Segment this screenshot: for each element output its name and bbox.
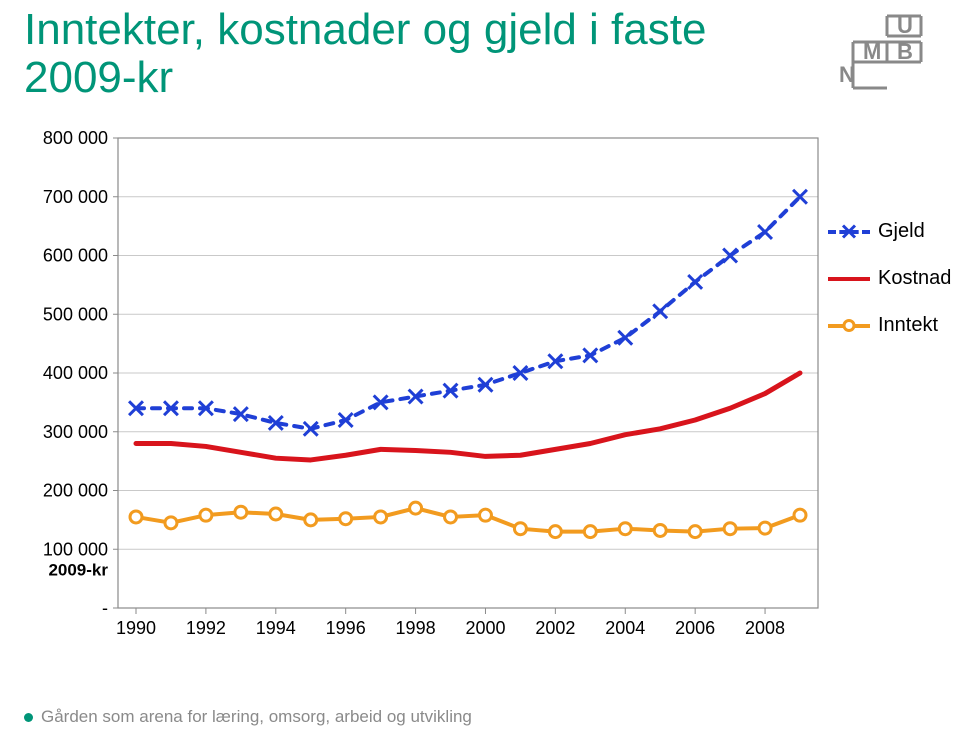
svg-text:-: - bbox=[102, 598, 108, 618]
legend-line-icon bbox=[828, 277, 870, 281]
svg-text:1992: 1992 bbox=[186, 618, 226, 638]
svg-text:2006: 2006 bbox=[675, 618, 715, 638]
svg-text:1998: 1998 bbox=[396, 618, 436, 638]
footer: Gården som arena for læring, omsorg, arb… bbox=[24, 707, 472, 727]
nmbu-logo: UBMN bbox=[839, 14, 929, 94]
legend-item: Gjeld bbox=[828, 220, 951, 243]
line-chart: 800 000 700 000 600 000 500 000 400 000 300 0… bbox=[22, 130, 940, 658]
legend-marker-icon bbox=[841, 222, 857, 245]
svg-text:100 000: 100 000 bbox=[43, 539, 108, 559]
legend-marker-icon bbox=[841, 316, 857, 339]
svg-text:300 000: 300 000 bbox=[43, 422, 108, 442]
title-line-1: Inntekter, kostnader og gjeld i faste bbox=[24, 5, 706, 54]
legend-item: Inntekt bbox=[828, 314, 951, 337]
legend-label: Gjeld bbox=[878, 220, 925, 243]
title-line-2: 2009-kr bbox=[24, 53, 173, 102]
svg-text:M: M bbox=[863, 39, 881, 64]
legend-line-icon bbox=[828, 230, 870, 234]
svg-text:1994: 1994 bbox=[256, 618, 296, 638]
svg-text:800 000: 800 000 bbox=[43, 130, 108, 148]
svg-text:2004: 2004 bbox=[605, 618, 645, 638]
chart-legend: Gjeld Kostnad Inntekt bbox=[828, 220, 951, 361]
svg-text:2009-kr: 2009-kr bbox=[48, 560, 108, 579]
page-title: Inntekter, kostnader og gjeld i faste 20… bbox=[0, 0, 959, 103]
svg-text:B: B bbox=[897, 39, 913, 64]
svg-text:500 000: 500 000 bbox=[43, 304, 108, 324]
svg-text:2008: 2008 bbox=[745, 618, 785, 638]
svg-text:700 000: 700 000 bbox=[43, 187, 108, 207]
legend-item: Kostnad bbox=[828, 267, 951, 290]
legend-label: Kostnad bbox=[878, 267, 951, 290]
svg-text:2002: 2002 bbox=[535, 618, 575, 638]
svg-text:1990: 1990 bbox=[116, 618, 156, 638]
footer-bullet-icon bbox=[24, 713, 33, 722]
legend-line-icon bbox=[828, 324, 870, 328]
svg-text:600 000: 600 000 bbox=[43, 246, 108, 266]
svg-text:200 000: 200 000 bbox=[43, 481, 108, 501]
svg-text:1996: 1996 bbox=[326, 618, 366, 638]
svg-text:2000: 2000 bbox=[465, 618, 505, 638]
footer-text: Gården som arena for læring, omsorg, arb… bbox=[41, 707, 472, 727]
legend-label: Inntekt bbox=[878, 314, 938, 337]
svg-text:U: U bbox=[897, 14, 913, 38]
svg-text:400 000: 400 000 bbox=[43, 363, 108, 383]
